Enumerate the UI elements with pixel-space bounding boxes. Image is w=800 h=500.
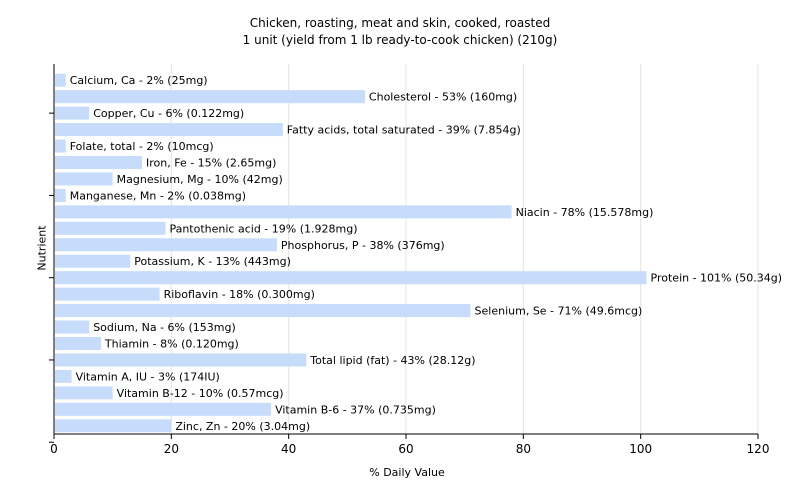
x-axis-label: % Daily Value	[369, 466, 445, 479]
bar	[55, 402, 272, 416]
bar-label: Cholesterol - 53% (160mg)	[369, 91, 517, 104]
bar-label: Copper, Cu - 6% (0.122mg)	[93, 107, 244, 120]
bar	[55, 123, 283, 137]
bar	[55, 90, 365, 104]
bar	[55, 139, 66, 153]
x-tick-label: 100	[629, 442, 652, 456]
bar	[55, 419, 172, 433]
x-tick-label: 80	[516, 442, 531, 456]
bar	[55, 386, 113, 400]
bar	[55, 221, 166, 235]
bar-label: Protein - 101% (50.34g)	[651, 272, 783, 285]
x-tick-label: 60	[398, 442, 413, 456]
bar-label: Manganese, Mn - 2% (0.038mg)	[70, 189, 246, 202]
bar	[55, 254, 131, 268]
bar-label: Selenium, Se - 71% (49.6mcg)	[475, 305, 643, 318]
bar	[55, 106, 90, 120]
x-tick-label: 0	[50, 442, 58, 456]
bar	[55, 271, 647, 285]
bar	[55, 205, 512, 219]
bar-label: Phosphorus, P - 38% (376mg)	[281, 239, 445, 252]
bar	[55, 287, 160, 301]
bar-label: Iron, Fe - 15% (2.65mg)	[146, 157, 276, 170]
bar-label: Riboflavin - 18% (0.300mg)	[164, 288, 315, 301]
bar	[55, 337, 101, 350]
bar-label: Zinc, Zn - 20% (3.04mg)	[175, 420, 310, 433]
chart-subtitle: 1 unit (yield from 1 lb ready-to-cook ch…	[242, 33, 558, 47]
bar	[55, 188, 66, 202]
x-tick-label: 20	[164, 442, 179, 456]
bar	[55, 369, 72, 383]
bar	[55, 73, 66, 87]
bar	[55, 172, 113, 186]
bar-label: Potassium, K - 13% (443mg)	[134, 255, 291, 268]
bar-label: Vitamin B-12 - 10% (0.57mcg)	[117, 387, 284, 400]
x-tick-label: 40	[281, 442, 296, 456]
bar	[55, 238, 277, 252]
bar	[55, 156, 142, 169]
bar-label: Calcium, Ca - 2% (25mg)	[70, 74, 208, 87]
bar-label: Fatty acids, total saturated - 39% (7.85…	[287, 124, 521, 137]
x-tick-label: 120	[747, 442, 770, 456]
bar-label: Niacin - 78% (15.578mg)	[516, 206, 654, 219]
bar-label: Pantothenic acid - 19% (1.928mg)	[169, 222, 357, 235]
bar	[55, 304, 471, 318]
bar-label: Total lipid (fat) - 43% (28.12g)	[309, 354, 475, 367]
y-axis-label: Nutrient	[35, 225, 49, 271]
bar	[55, 320, 90, 334]
bar-label: Sodium, Na - 6% (153mg)	[93, 321, 236, 334]
bar-label: Thiamin - 8% (0.120mg)	[104, 338, 239, 351]
bar	[55, 353, 307, 367]
bar-label: Folate, total - 2% (10mcg)	[70, 140, 214, 153]
bar-label: Vitamin B-6 - 37% (0.735mg)	[275, 403, 436, 416]
bar-label: Magnesium, Mg - 10% (42mg)	[117, 173, 283, 186]
chart-title: Chicken, roasting, meat and skin, cooked…	[249, 16, 551, 30]
bar-label: Vitamin A, IU - 3% (174IU)	[76, 370, 220, 383]
